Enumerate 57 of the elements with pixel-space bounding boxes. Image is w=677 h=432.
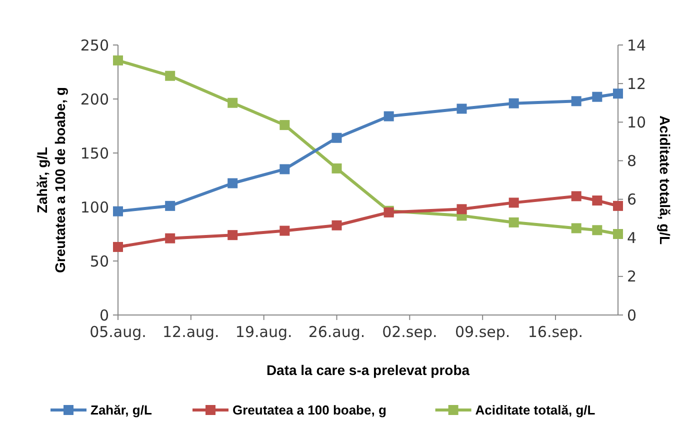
y2-tick-label: 8 <box>627 152 637 170</box>
point <box>592 92 602 102</box>
point <box>113 242 123 252</box>
point <box>613 88 623 99</box>
point <box>613 200 623 211</box>
y-axis-title: Zahăr, g/L Greutatea a 100 de boabe, g <box>34 87 68 273</box>
point <box>113 55 123 66</box>
y2-tick-label: 2 <box>627 268 637 286</box>
legend-label: Zahăr, g/L <box>90 402 152 418</box>
point <box>456 204 467 214</box>
point <box>228 98 238 108</box>
point <box>280 164 290 174</box>
point <box>332 220 342 230</box>
y2-axis-title: Aciditate totală, g/L <box>657 115 673 246</box>
x-tick-label: 16.sep. <box>528 323 584 341</box>
point <box>508 198 519 208</box>
point <box>113 206 123 216</box>
point <box>508 98 519 108</box>
x-tick-label: 05.aug. <box>90 323 146 341</box>
point <box>571 96 582 106</box>
point <box>571 191 582 202</box>
point <box>508 217 519 228</box>
point <box>228 178 238 188</box>
y-tick-label: 50 <box>90 252 109 270</box>
y2-tick-label: 12 <box>627 74 646 93</box>
x-tick-label: 19.aug. <box>235 323 292 341</box>
x-tick-label: 02.sep. <box>382 323 438 341</box>
y-tick-label: 150 <box>80 144 109 162</box>
y-tick-label: 200 <box>80 90 109 108</box>
point <box>280 226 290 236</box>
point <box>592 196 602 206</box>
y2-tick-label: 0 <box>627 306 637 324</box>
point <box>165 70 176 81</box>
point <box>571 223 582 234</box>
y2-tick-label: 10 <box>627 113 646 132</box>
legend-label: Greutatea a 100 boabe, g <box>232 402 386 418</box>
y2-tick-label: 6 <box>627 190 637 209</box>
legend-label: Aciditate totală, g/L <box>475 402 596 418</box>
y-tick-label: 250 <box>80 36 109 54</box>
point <box>228 230 238 240</box>
y2-tick-label: 4 <box>627 229 637 248</box>
point <box>592 225 602 236</box>
point <box>456 104 467 114</box>
y2-tick-label: 14 <box>627 36 646 54</box>
y-tick-label: 0 <box>99 306 109 324</box>
point <box>280 120 290 130</box>
x-axis-title: Data la care s-a prelevat proba <box>266 362 470 378</box>
point <box>332 163 342 174</box>
point <box>165 233 176 244</box>
x-tick-label: 12.aug. <box>162 323 220 341</box>
point <box>613 229 623 239</box>
y-tick-label: 100 <box>80 198 109 216</box>
x-tick-label: 26.aug. <box>308 323 366 341</box>
x-tick-label: 09.sep. <box>454 323 510 341</box>
point <box>384 111 394 122</box>
point <box>165 200 176 211</box>
point <box>332 132 342 143</box>
